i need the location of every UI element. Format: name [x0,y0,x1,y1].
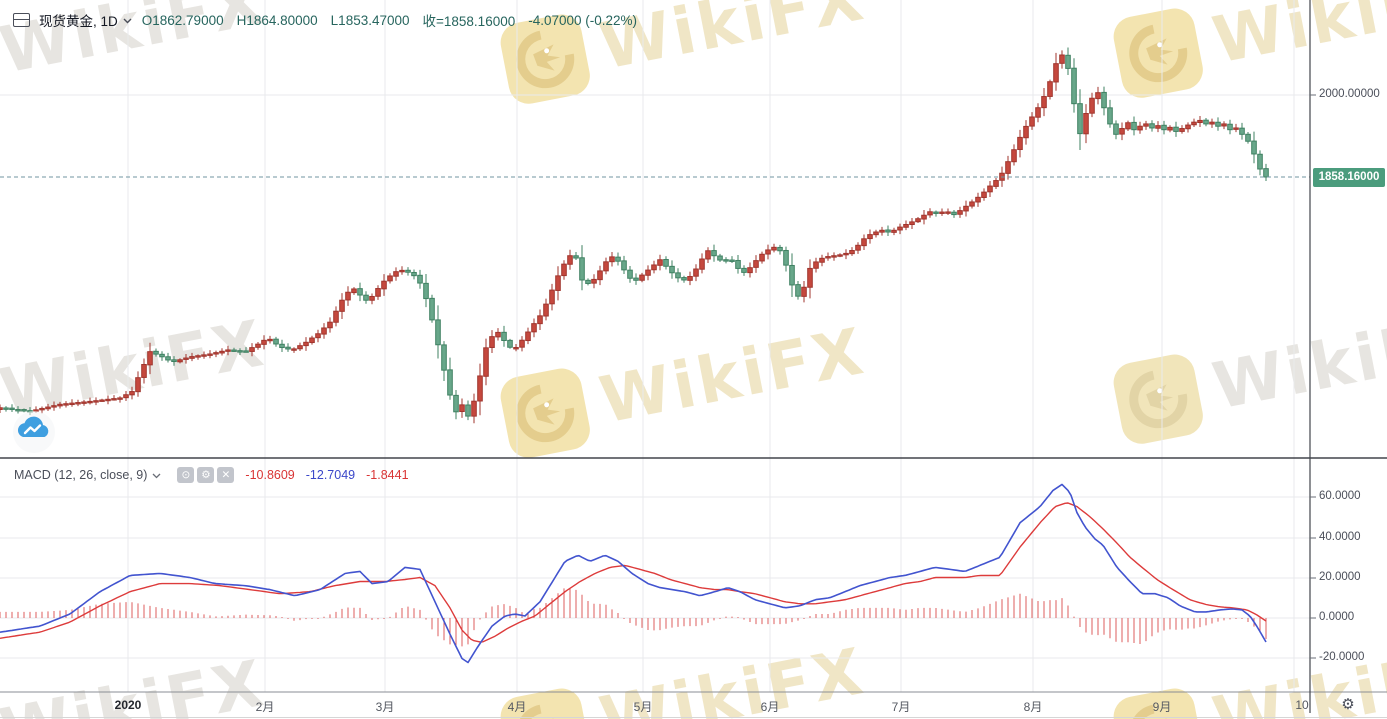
macd-axis-tick: 20.0000 [1319,571,1361,583]
time-axis-label: 5月 [633,700,653,714]
open-value: O1862.79000 [141,12,224,28]
chevron-down-icon[interactable] [152,473,161,479]
settings-icon[interactable]: ⚙ [197,467,215,483]
macd-title[interactable]: MACD (12, 26, close, 9) [14,468,148,482]
cloud-chart-logo-icon[interactable] [10,408,58,456]
macd-axis-tick: -20.0000 [1319,651,1365,663]
symbol-title[interactable]: 现货黄金, 1D [39,14,118,29]
time-axis-label: 6月 [760,700,780,714]
macd-signal-line [0,502,1267,643]
time-axis-label: 2月 [255,700,275,714]
macd-histogram [0,588,1267,647]
change-value: -4.07000 (-0.22%) [528,12,638,28]
last-price-label: 1858.16000 [1313,167,1385,187]
high-value: H1864.80000 [236,12,318,28]
macd-line [0,483,1267,664]
time-axis-label: 2020 [114,698,142,712]
grid-lines [0,0,1310,692]
time-axis-label: 3月 [375,700,395,714]
macd-signal-value: -1.8441 [366,468,409,482]
time-axis-label: 10 [1295,698,1309,712]
time-axis[interactable]: 2020 2月 3月 4月 5月 6月 7月 8月 9月 10 [0,692,1310,719]
hide-icon[interactable]: ⊙ [177,467,195,483]
main-legend: 现货黄金, 1D O1862.79000 H1864.80000 L1853.4… [13,10,650,30]
time-axis-label: 9月 [1152,700,1172,714]
macd-axis-tick: 60.0000 [1319,490,1361,502]
macd-axis-tick: 0.0000 [1319,611,1355,623]
chevron-down-icon[interactable] [123,18,132,24]
pane-layout-icon[interactable] [13,13,30,27]
time-axis-label: 8月 [1023,700,1043,714]
delete-icon[interactable]: ✕ [217,467,235,483]
candlestick-series [0,47,1269,424]
macd-legend: MACD (12, 26, close, 9) ⊙ ⚙ ✕ -10.8609 -… [14,467,420,483]
low-value: L1853.47000 [330,12,410,28]
macd-indicator-buttons: ⊙ ⚙ ✕ [177,467,237,483]
macd-hist-value: -10.8609 [245,468,295,482]
macd-axis-tick: 40.0000 [1319,531,1361,543]
time-axis-label: 4月 [507,700,527,714]
price-axis-tick[interactable]: 2000.00000 [1319,88,1380,100]
axis-settings-gear-icon[interactable]: ⚙ [1341,696,1355,713]
close-value: 收=1858.16000 [422,14,516,29]
macd-line-value: -12.7049 [305,468,356,482]
time-axis-label: 7月 [891,700,911,714]
